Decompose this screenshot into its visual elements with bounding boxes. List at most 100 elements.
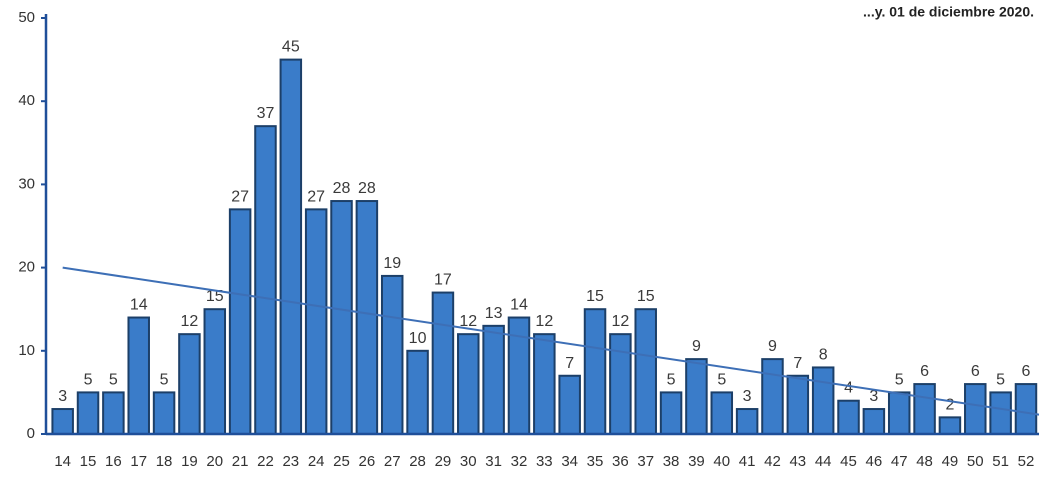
x-tick-label-30: 30	[460, 453, 477, 470]
data-label-18: 5	[160, 371, 169, 388]
bar-35	[583, 308, 607, 436]
bar-47	[887, 391, 911, 435]
bar-51	[989, 391, 1012, 435]
bar-19	[178, 333, 201, 435]
x-tick-label-45: 45	[840, 453, 857, 470]
bar-38	[659, 391, 683, 435]
data-label-25: 28	[333, 180, 351, 197]
x-tick-label-51: 51	[992, 453, 1009, 470]
data-label-28: 10	[409, 330, 427, 347]
data-label-20: 15	[206, 288, 224, 305]
data-label-38: 5	[667, 371, 676, 388]
bars-layer	[51, 58, 1038, 436]
data-label-52: 6	[1022, 363, 1031, 380]
data-label-21: 27	[231, 188, 249, 205]
y-tick-label: 50	[18, 9, 35, 26]
data-label-50: 6	[971, 363, 980, 380]
x-tick-label-33: 33	[536, 453, 553, 470]
x-tick-label-35: 35	[587, 453, 604, 470]
x-tick-label-47: 47	[891, 453, 908, 470]
x-tick-label-14: 14	[54, 453, 71, 470]
data-label-16: 5	[109, 371, 118, 388]
data-label-31: 13	[485, 305, 503, 322]
x-tick-label-23: 23	[282, 453, 299, 470]
data-label-24: 27	[307, 188, 325, 205]
x-tick-label-52: 52	[1018, 453, 1035, 470]
x-tick-label-41: 41	[739, 453, 756, 470]
bar-42	[761, 358, 784, 435]
bar-16	[102, 391, 125, 435]
x-tick-label-29: 29	[435, 453, 452, 470]
y-tick-label: 40	[18, 92, 35, 109]
bar-46	[862, 408, 886, 436]
bar-44	[811, 366, 835, 435]
data-label-42: 9	[768, 338, 777, 355]
trendline	[62, 266, 1039, 416]
bar-27	[380, 274, 404, 436]
bar-23	[279, 58, 303, 435]
x-tick-label-34: 34	[561, 453, 578, 470]
data-label-47: 5	[895, 371, 904, 388]
x-tick-label-15: 15	[80, 453, 97, 470]
bar-26	[355, 200, 379, 435]
x-tick-label-50: 50	[967, 453, 984, 470]
x-tick-label-37: 37	[637, 453, 654, 470]
bar-25	[330, 200, 353, 435]
x-tick-label-25: 25	[333, 453, 350, 470]
data-label-29: 17	[434, 272, 452, 289]
data-label-17: 14	[130, 297, 148, 314]
data-label-45: 4	[844, 380, 853, 397]
x-tick-label-22: 22	[257, 453, 274, 470]
y-tick-label: 30	[18, 175, 35, 192]
x-tick-label-43: 43	[789, 453, 806, 470]
data-label-26: 28	[358, 180, 376, 197]
data-label-34: 7	[565, 355, 574, 372]
bar-36	[609, 333, 632, 435]
data-label-23: 45	[282, 39, 300, 56]
bar-20	[203, 308, 227, 436]
x-tick-label-24: 24	[308, 453, 325, 470]
data-label-30: 12	[459, 313, 477, 330]
bar-49	[938, 416, 962, 435]
data-label-27: 19	[383, 255, 401, 272]
x-tick-label-38: 38	[663, 453, 680, 470]
x-tick-label-36: 36	[612, 453, 629, 470]
bar-24	[304, 208, 328, 435]
bar-22	[254, 125, 277, 435]
bar-39	[685, 358, 708, 435]
bar-28	[406, 349, 429, 435]
bar-34	[558, 374, 581, 436]
y-tick-label: 10	[18, 342, 35, 359]
data-label-49: 2	[945, 396, 954, 413]
data-label-46: 3	[869, 388, 878, 405]
bar-31	[482, 324, 505, 435]
bar-40	[710, 391, 734, 435]
x-tick-label-21: 21	[232, 453, 249, 470]
bar-43	[786, 374, 810, 436]
data-label-37: 15	[637, 288, 655, 305]
bar-29	[431, 291, 455, 435]
x-tick-label-42: 42	[764, 453, 781, 470]
bar-18	[152, 391, 176, 435]
x-tick-label-32: 32	[511, 453, 528, 470]
x-tick-label-27: 27	[384, 453, 401, 470]
x-tick-label-44: 44	[815, 453, 832, 470]
x-tick-label-18: 18	[156, 453, 173, 470]
x-tick-label-16: 16	[105, 453, 122, 470]
bar-45	[837, 399, 860, 435]
bar-37	[634, 308, 657, 436]
bar-17	[127, 316, 150, 435]
x-tick-label-46: 46	[866, 453, 883, 470]
x-tick-label-48: 48	[916, 453, 933, 470]
bar-15	[76, 391, 100, 435]
bar-50	[964, 383, 987, 435]
data-label-43: 7	[793, 355, 802, 372]
data-label-48: 6	[920, 363, 929, 380]
data-label-40: 5	[717, 371, 726, 388]
y-tick-label: 20	[18, 259, 35, 276]
data-label-36: 12	[611, 313, 629, 330]
